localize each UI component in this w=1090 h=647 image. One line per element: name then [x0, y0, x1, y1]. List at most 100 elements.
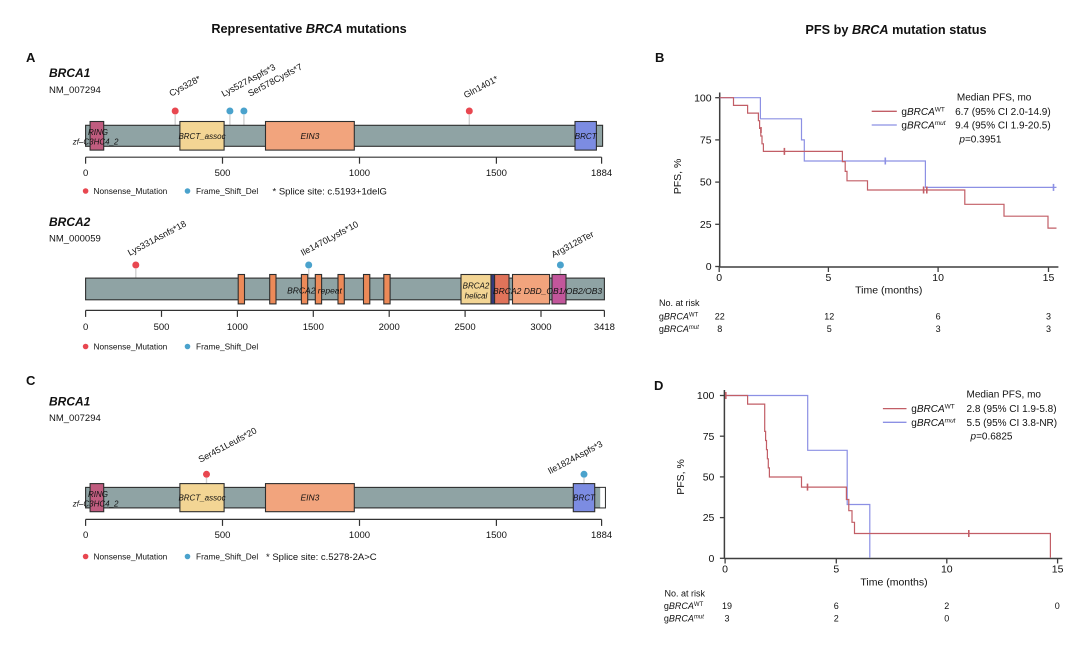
svg-text:75: 75 — [700, 135, 712, 147]
svg-text:BRCA1: BRCA1 — [49, 395, 91, 409]
svg-text:1000: 1000 — [349, 530, 370, 541]
svg-text:0: 0 — [709, 553, 715, 565]
svg-text:1000: 1000 — [227, 322, 248, 333]
svg-text:BRCA2: BRCA2 — [49, 215, 91, 229]
svg-text:0: 0 — [83, 322, 88, 333]
svg-text:0: 0 — [83, 530, 88, 541]
svg-text:3: 3 — [936, 324, 941, 334]
svg-text:NM_000059: NM_000059 — [49, 234, 101, 245]
svg-text:1000: 1000 — [349, 168, 370, 179]
svg-text:0: 0 — [944, 614, 949, 624]
svg-text:8: 8 — [717, 324, 722, 334]
svg-text:gBRCAmut: gBRCAmut — [901, 120, 946, 132]
svg-text:C: C — [26, 373, 36, 388]
svg-text:2: 2 — [944, 601, 949, 611]
svg-text:Frame_Shift_Del: Frame_Shift_Del — [196, 342, 258, 352]
svg-text:22: 22 — [715, 312, 725, 322]
svg-text:BRCT_assoc: BRCT_assoc — [178, 494, 225, 503]
svg-text:0: 0 — [722, 564, 728, 576]
svg-text:* Splice site: c.5193+1delG: * Splice site: c.5193+1delG — [273, 187, 387, 198]
svg-text:100: 100 — [694, 92, 712, 104]
svg-text:3: 3 — [1046, 324, 1051, 334]
svg-text:2000: 2000 — [379, 322, 400, 333]
svg-text:0: 0 — [716, 272, 722, 284]
svg-text:100: 100 — [697, 390, 715, 402]
svg-text:Median PFS, mo: Median PFS, mo — [957, 93, 1032, 104]
svg-text:BRCT: BRCT — [573, 494, 596, 503]
svg-text:1884: 1884 — [591, 530, 612, 541]
svg-text:3: 3 — [1046, 312, 1051, 322]
svg-text:3: 3 — [724, 614, 729, 624]
svg-text:25: 25 — [703, 512, 715, 524]
svg-text:500: 500 — [154, 322, 170, 333]
svg-text:PFS, %: PFS, % — [675, 459, 687, 495]
svg-text:RING: RING — [88, 128, 108, 137]
svg-text:D: D — [654, 378, 663, 393]
svg-text:BRCA2: BRCA2 — [463, 282, 490, 291]
svg-text:BRCT: BRCT — [575, 132, 598, 141]
svg-text:2.8 (95% CI 1.9-5.8): 2.8 (95% CI 1.9-5.8) — [967, 404, 1057, 415]
svg-text:5: 5 — [833, 564, 839, 576]
svg-text:2500: 2500 — [455, 322, 476, 333]
svg-text:10: 10 — [932, 272, 944, 284]
svg-text:PFS, %: PFS, % — [672, 159, 684, 195]
svg-text:No. at risk: No. at risk — [665, 589, 706, 599]
svg-text:15: 15 — [1052, 564, 1064, 576]
svg-text:B: B — [655, 50, 664, 65]
svg-text:Frame_Shift_Del: Frame_Shift_Del — [196, 552, 258, 562]
svg-text:BRCT_assoc: BRCT_assoc — [178, 132, 225, 141]
svg-text:No. at risk: No. at risk — [659, 298, 700, 308]
svg-text:gBRCAmut: gBRCAmut — [664, 614, 704, 624]
svg-text:5: 5 — [827, 324, 832, 334]
svg-text:EIN3: EIN3 — [300, 131, 319, 141]
svg-text:Nonsense_Mutation: Nonsense_Mutation — [94, 342, 168, 352]
svg-text:gBRCAWT: gBRCAWT — [901, 107, 944, 119]
svg-text:gBRCAWT: gBRCAWT — [659, 312, 699, 322]
svg-text:12: 12 — [824, 312, 834, 322]
svg-text:1500: 1500 — [303, 322, 324, 333]
svg-text:gBRCAWT: gBRCAWT — [911, 404, 954, 416]
svg-text:Time (months): Time (months) — [860, 576, 927, 588]
svg-text:500: 500 — [215, 168, 231, 179]
svg-text:10: 10 — [941, 564, 953, 576]
svg-text:19: 19 — [722, 601, 732, 611]
svg-text:BRCA2 repeat: BRCA2 repeat — [287, 286, 342, 296]
svg-text:15: 15 — [1043, 272, 1055, 284]
svg-text:50: 50 — [700, 177, 712, 189]
svg-text:1500: 1500 — [486, 168, 507, 179]
svg-text:p=0.6825: p=0.6825 — [970, 432, 1013, 443]
svg-text:6: 6 — [936, 312, 941, 322]
svg-text:50: 50 — [703, 472, 715, 484]
svg-text:Representative BRCA mutations: Representative BRCA mutations — [211, 22, 406, 36]
svg-text:Frame_Shift_Del: Frame_Shift_Del — [196, 186, 258, 196]
svg-text:NM_007294: NM_007294 — [49, 413, 101, 424]
svg-text:5.5 (95% CI 3.8-NR): 5.5 (95% CI 3.8-NR) — [967, 418, 1058, 429]
svg-text:1884: 1884 — [591, 168, 612, 179]
svg-text:* Splice site: c.5278-2A>C: * Splice site: c.5278-2A>C — [266, 552, 377, 563]
svg-text:0: 0 — [706, 261, 712, 273]
svg-text:PFS by BRCA mutation status: PFS by BRCA mutation status — [805, 23, 986, 37]
svg-text:BRCA1: BRCA1 — [49, 66, 91, 80]
svg-text:25: 25 — [700, 219, 712, 231]
svg-text:75: 75 — [703, 431, 715, 443]
svg-text:NM_007294: NM_007294 — [49, 85, 101, 96]
svg-text:RING: RING — [88, 490, 108, 499]
svg-text:0: 0 — [1055, 601, 1060, 611]
svg-text:6: 6 — [834, 601, 839, 611]
svg-text:Median PFS, mo: Median PFS, mo — [967, 390, 1042, 401]
svg-text:6.7 (95% CI 2.0-14.9): 6.7 (95% CI 2.0-14.9) — [955, 107, 1051, 118]
svg-text:zf–C3HC4_2: zf–C3HC4_2 — [72, 499, 119, 508]
svg-text:2: 2 — [834, 614, 839, 624]
svg-text:3418: 3418 — [594, 322, 615, 333]
svg-text:gBRCAmut: gBRCAmut — [911, 417, 956, 429]
svg-text:5: 5 — [825, 272, 831, 284]
svg-text:0: 0 — [83, 168, 88, 179]
svg-text:500: 500 — [215, 530, 231, 541]
svg-text:3000: 3000 — [530, 322, 551, 333]
svg-text:zf–C3HC4_2: zf–C3HC4_2 — [72, 137, 119, 146]
svg-text:9.4 (95% CI 1.9-20.5): 9.4 (95% CI 1.9-20.5) — [955, 121, 1051, 132]
svg-text:p=0.3951: p=0.3951 — [958, 134, 1001, 145]
svg-text:Nonsense_Mutation: Nonsense_Mutation — [94, 552, 168, 562]
svg-text:helical: helical — [465, 292, 488, 301]
svg-text:EIN3: EIN3 — [300, 493, 319, 503]
